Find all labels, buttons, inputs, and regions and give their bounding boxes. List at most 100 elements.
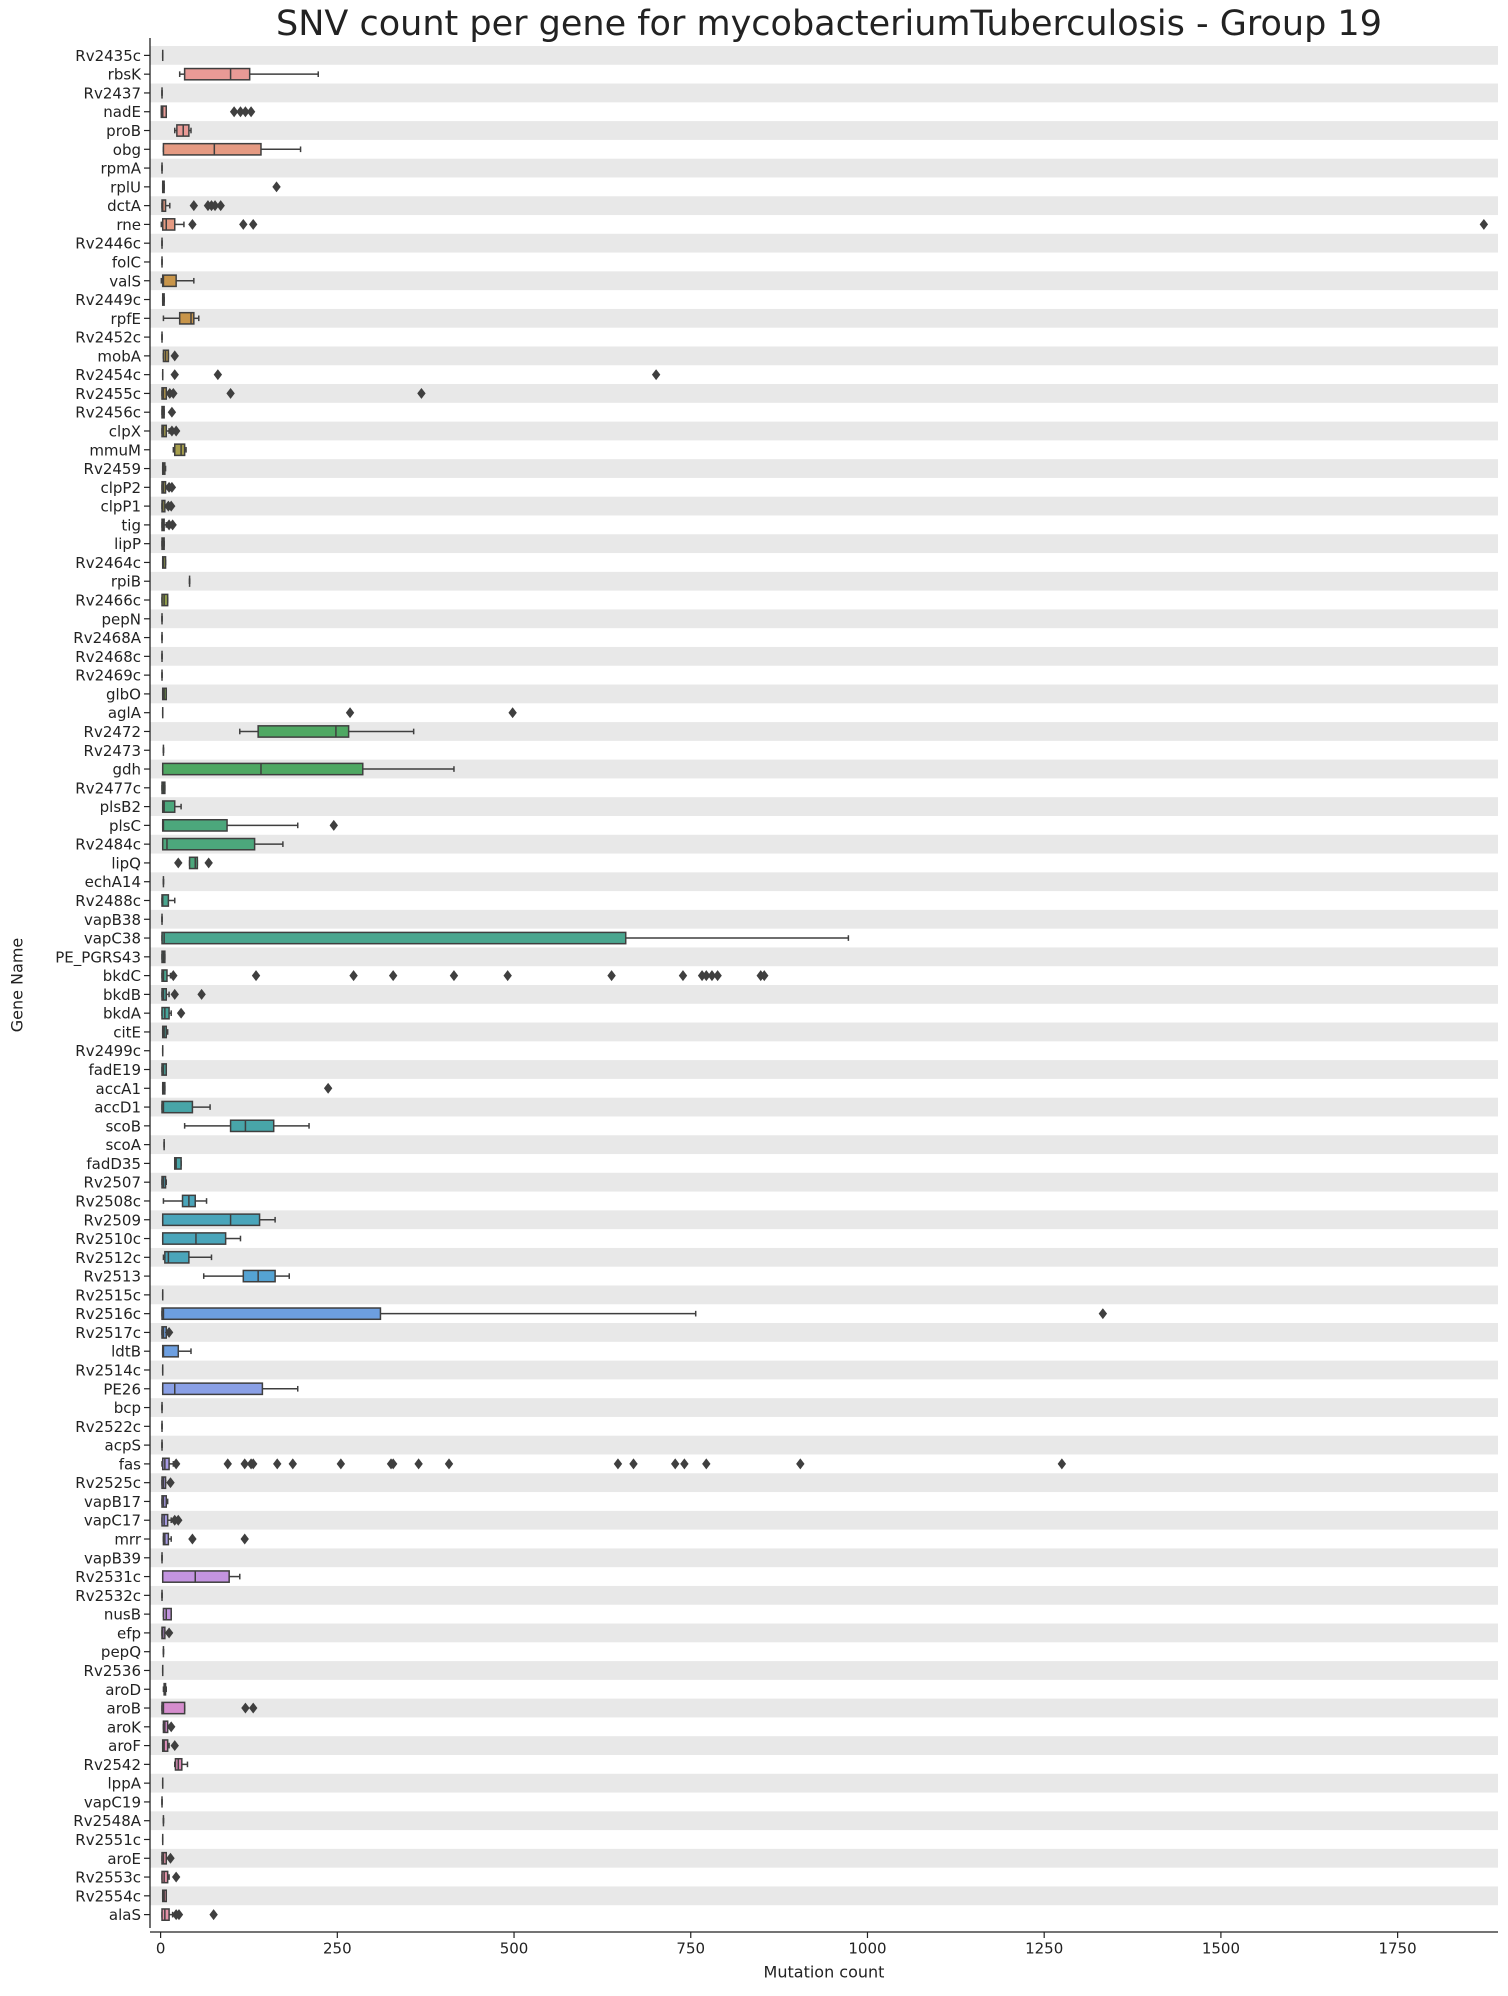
row-band — [150, 1360, 1498, 1380]
outlier — [680, 1458, 689, 1470]
y-tick-label: pepN — [102, 610, 142, 628]
outlier — [167, 500, 176, 512]
y-tick-label: glbO — [106, 685, 141, 703]
outlier — [176, 1007, 186, 1019]
y-tick-label: Rv2484c — [75, 836, 141, 854]
y-tick-label: lipQ — [111, 854, 141, 872]
y-tick-label: vapB17 — [84, 1493, 141, 1511]
box-group — [172, 443, 187, 457]
y-tick-label: Rv2542 — [84, 1756, 141, 1774]
y-tick-label: Rv2515c — [75, 1286, 141, 1304]
box-group — [161, 387, 426, 400]
row-band — [150, 233, 1498, 253]
box-group — [162, 1682, 168, 1696]
y-tick-label: Rv2473 — [84, 742, 141, 760]
row-band — [150, 459, 1498, 478]
box-group — [161, 499, 176, 513]
outlier — [1098, 1308, 1108, 1320]
outlier — [651, 369, 661, 381]
box — [161, 1701, 186, 1715]
box-group — [161, 894, 176, 907]
box-group — [161, 1457, 1067, 1471]
box-group — [161, 818, 338, 832]
outlier — [167, 481, 177, 493]
outlier — [241, 1702, 250, 1714]
y-tick-label: Rv2468c — [75, 648, 141, 666]
outlier — [189, 200, 199, 212]
row-band — [150, 534, 1498, 554]
y-tick-label: Rv2517c — [75, 1324, 141, 1342]
y-tick-label: citE — [113, 1023, 141, 1041]
outlier — [671, 1458, 680, 1470]
row-band — [150, 759, 1498, 779]
y-tick-label: dctA — [107, 197, 142, 215]
y-tick-label: Rv2446c — [75, 235, 141, 253]
box-group — [162, 142, 302, 156]
row-band — [150, 196, 1498, 216]
box-group — [161, 1870, 181, 1884]
y-tick-label: Rv2508c — [75, 1192, 141, 1210]
box-group — [161, 1006, 186, 1020]
y-tick-label: mrr — [114, 1531, 142, 1549]
box — [161, 800, 176, 813]
y-tick-label: accA1 — [96, 1080, 142, 1098]
row-band — [150, 1060, 1498, 1079]
y-tick-label: fadD35 — [86, 1155, 141, 1173]
outlier — [240, 1458, 249, 1470]
y-tick-label: bkdB — [103, 986, 141, 1004]
box-group — [161, 1701, 258, 1715]
row-band — [150, 1285, 1498, 1305]
row-band — [150, 609, 1498, 629]
outlier — [417, 387, 426, 399]
box — [161, 837, 256, 851]
y-tick-label: vapB39 — [84, 1549, 141, 1567]
box-group — [160, 218, 1489, 231]
outlier — [167, 425, 177, 437]
row-band — [150, 1698, 1498, 1718]
y-tick-label: echA14 — [85, 873, 141, 891]
y-tick-label: rpmA — [100, 160, 141, 178]
y-tick-label: Rv2507 — [84, 1174, 141, 1192]
outlier — [239, 218, 248, 230]
y-tick-label: Rv2477c — [75, 779, 141, 797]
box-group — [162, 1607, 172, 1621]
box-group — [161, 1025, 169, 1039]
outlier — [336, 1458, 346, 1470]
outlier — [171, 1871, 181, 1883]
y-tick-label: proB — [106, 122, 141, 140]
box-group — [161, 1307, 1108, 1321]
row-band — [150, 1773, 1498, 1793]
box-group — [161, 180, 281, 194]
row-band — [150, 1811, 1498, 1831]
row-band — [150, 1473, 1498, 1493]
outlier — [1057, 1458, 1067, 1470]
outlier — [213, 369, 223, 381]
outlier — [503, 970, 512, 982]
outlier — [174, 1514, 183, 1526]
y-tick-label: lipP — [114, 535, 141, 553]
box-group — [161, 1570, 241, 1583]
y-tick-label: Rv2455c — [75, 385, 141, 403]
box-group — [161, 537, 165, 551]
box — [160, 105, 168, 119]
box — [173, 1157, 182, 1170]
outlier — [697, 970, 707, 982]
x-tick-label: 1250 — [1025, 1940, 1063, 1958]
box-group — [173, 1757, 189, 1771]
y-tick-label: Rv2456c — [75, 404, 141, 422]
outlier — [174, 1909, 184, 1921]
y-tick-label: PE_PGRS43 — [55, 948, 141, 967]
outlier — [216, 200, 225, 212]
y-tick-label: Rv2532c — [75, 1587, 141, 1605]
box-group — [161, 781, 166, 795]
box-group — [161, 1175, 168, 1189]
box — [161, 931, 627, 945]
box-group — [161, 1495, 169, 1508]
outlier — [171, 425, 181, 437]
box-group — [161, 762, 455, 776]
y-tick-label: Rv2472 — [84, 723, 141, 741]
outlier — [229, 106, 239, 118]
outlier — [241, 106, 250, 118]
box — [242, 1269, 276, 1283]
outlier — [414, 1458, 423, 1470]
